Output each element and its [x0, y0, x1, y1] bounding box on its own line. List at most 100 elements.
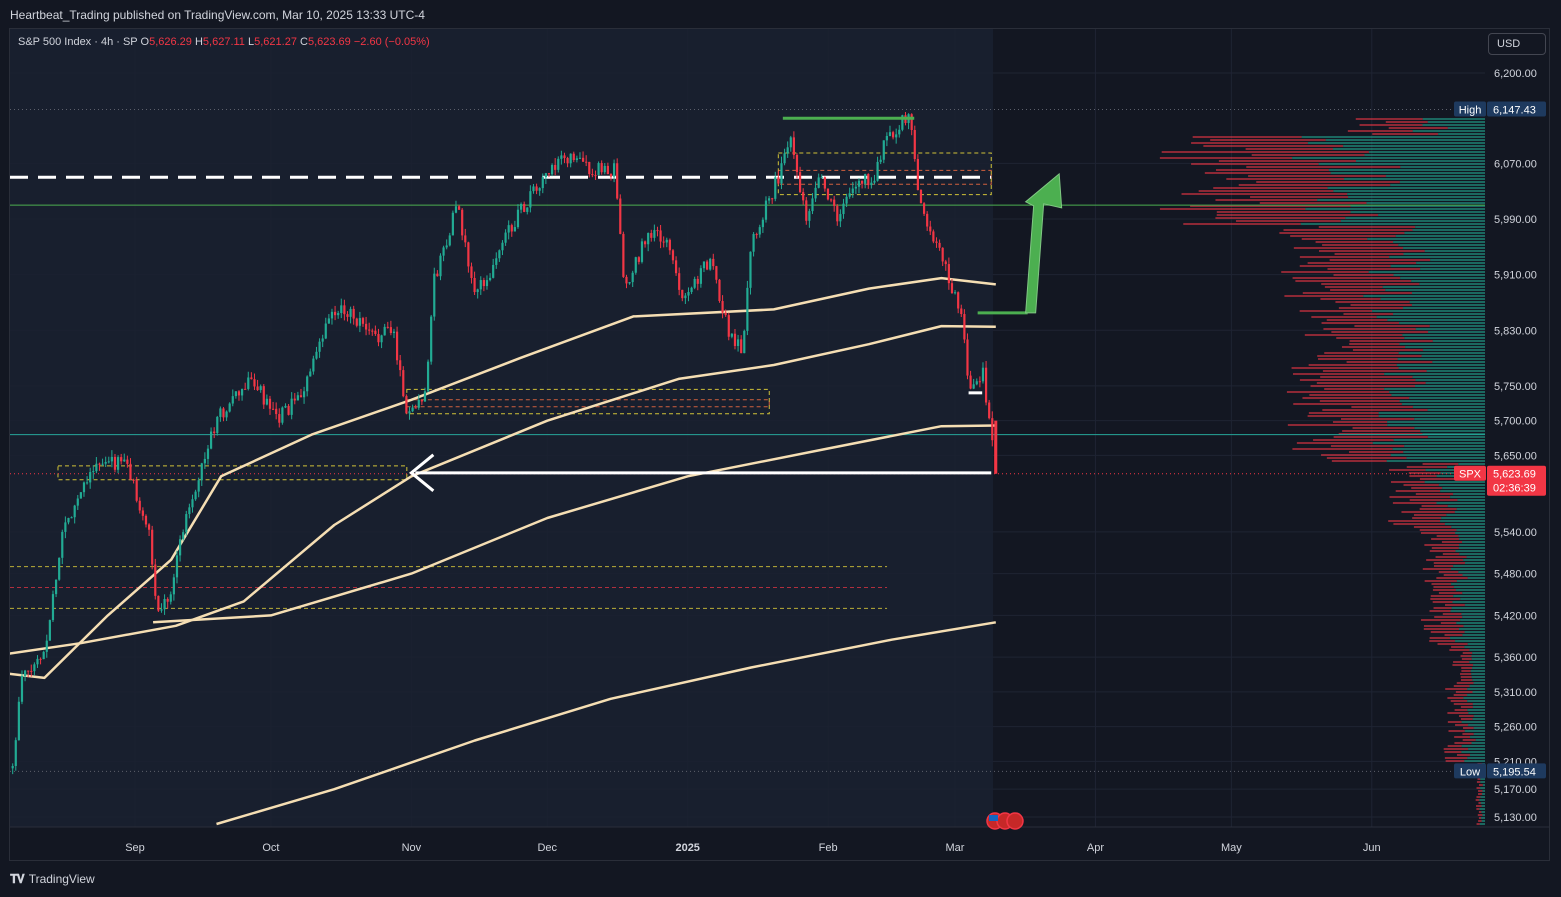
candle-body — [85, 482, 89, 484]
candle-body — [163, 599, 166, 610]
volume-bar-sell — [1248, 175, 1386, 177]
candle-body — [851, 188, 854, 194]
volume-bar-buy — [1446, 514, 1485, 516]
volume-bar-buy — [1455, 589, 1485, 591]
volume-bar-buy — [1464, 604, 1485, 606]
low-tag-value: 5,195.54 — [1493, 766, 1536, 778]
candle-body — [244, 388, 247, 390]
volume-bar-buy — [1399, 181, 1485, 183]
candle-body — [27, 670, 30, 672]
candle-body — [740, 339, 743, 354]
volume-bar-sell — [1388, 127, 1448, 129]
volume-bar-buy — [1368, 151, 1485, 153]
symbol-name[interactable]: S&P 500 Index · 4h · SP — [18, 36, 138, 48]
candle-body — [671, 250, 675, 261]
volume-bar-sell — [1411, 487, 1443, 489]
event-flags[interactable] — [986, 812, 1024, 830]
us-flag-icon[interactable] — [1006, 812, 1024, 830]
volume-bar-sell — [1251, 154, 1365, 156]
candle-body — [634, 257, 637, 273]
candle-body — [628, 282, 631, 284]
volume-bar-sell — [1322, 370, 1427, 372]
candle-body — [712, 258, 715, 267]
volume-bar-buy — [1378, 214, 1485, 216]
candle-body — [414, 407, 417, 409]
candle-body — [891, 132, 895, 138]
candle-body — [640, 241, 644, 262]
candle-body — [687, 291, 690, 296]
candle-body — [361, 318, 365, 324]
candle-body — [699, 268, 702, 284]
volume-bar-buy — [1461, 751, 1485, 753]
volume-bar-buy — [1438, 484, 1485, 486]
candle-body — [845, 196, 848, 204]
forecast-shade — [10, 29, 993, 827]
price-axis[interactable]: 6,200.00 6,070.00 5,990.00 5,910.00 5,830.00… — [1494, 68, 1537, 824]
symbol-legend: S&P 500 Index · 4h · SP O5,626.29 H5,627… — [18, 36, 430, 48]
high-value: 5,627.11 — [202, 36, 245, 48]
candle-body — [761, 219, 764, 228]
volume-bar-buy — [1459, 628, 1485, 630]
volume-bar-sell — [1478, 820, 1482, 822]
candle-body — [544, 173, 547, 178]
volume-bar-sell — [1309, 394, 1392, 396]
volume-bar-sell — [1210, 139, 1326, 141]
candle-body — [358, 318, 361, 326]
volume-bar-buy — [1409, 397, 1485, 399]
volume-bar-buy — [1382, 286, 1485, 288]
candle-body — [519, 203, 523, 210]
time-axis[interactable]: Sep Oct Nov Dec 2025 Feb Mar Apr May Jun — [10, 826, 1550, 854]
footer-brand: 𝐓𝐕 TradingView — [10, 872, 95, 887]
volume-bar-buy — [1468, 724, 1485, 726]
candle-body — [321, 338, 324, 342]
volume-bar-sell — [1433, 562, 1465, 564]
candle-body — [340, 305, 343, 314]
volume-bar-sell — [1448, 730, 1465, 732]
volume-bar-buy — [1330, 172, 1485, 174]
volume-bar-buy — [1350, 205, 1485, 207]
volume-bar-buy — [1472, 691, 1485, 693]
volume-bar-buy — [1344, 178, 1485, 180]
volume-bar-sell — [1283, 229, 1413, 231]
price-tick-label: 5,360.00 — [1494, 652, 1537, 664]
volume-bar-sell — [1476, 805, 1482, 807]
price-tick-label: 5,310.00 — [1494, 687, 1537, 699]
last-price-tag-value-bg — [1487, 465, 1546, 496]
candle-body — [76, 498, 79, 506]
volume-bar-sell — [1476, 787, 1481, 789]
volume-bar-buy — [1428, 331, 1485, 333]
volume-bar-buy — [1456, 508, 1485, 510]
candle-body — [287, 405, 290, 415]
volume-bar-buy — [1411, 292, 1485, 294]
volume-bar-sell — [1444, 757, 1468, 759]
volume-bar-buy — [1464, 631, 1485, 633]
volume-bar-sell — [1442, 553, 1460, 555]
volume-bar-buy — [1467, 577, 1485, 579]
candle-body — [935, 241, 938, 243]
price-tick-label: 5,260.00 — [1494, 722, 1537, 734]
volume-bar-sell — [1191, 142, 1308, 144]
volume-bar-buy — [1292, 157, 1485, 159]
volume-bar-sell — [1331, 460, 1387, 462]
candle-body — [529, 191, 532, 208]
candle-body — [603, 165, 606, 173]
candle-body — [929, 226, 932, 232]
candle-body — [609, 174, 613, 177]
candle-body — [306, 376, 309, 392]
volume-bar-buy — [1438, 133, 1485, 135]
price-tick-label: 5,750.00 — [1494, 381, 1537, 393]
volume-bar-sell — [1322, 244, 1399, 246]
candle-body — [774, 177, 777, 199]
candle-body — [616, 163, 619, 199]
volume-bar-buy — [1393, 274, 1485, 276]
open-label: O — [140, 36, 150, 48]
currency-button[interactable]: USD — [1488, 33, 1546, 55]
volume-bar-sell — [1315, 241, 1394, 243]
volume-bar-buy — [1461, 721, 1485, 723]
candle-body — [885, 135, 888, 141]
volume-bar-sell — [1191, 163, 1319, 165]
volume-bar-buy — [1404, 445, 1485, 447]
volume-bar-buy — [1372, 310, 1485, 312]
volume-bar-buy — [1396, 364, 1485, 366]
